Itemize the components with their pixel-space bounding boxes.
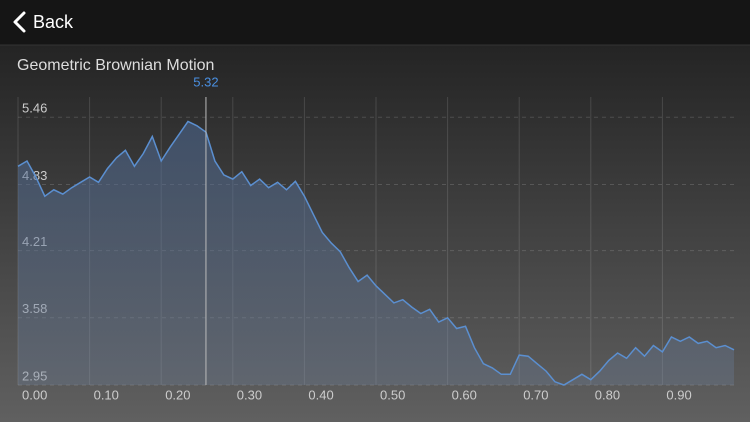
line (17, 120, 735, 386)
y-tick-label: 5.46 (22, 101, 47, 116)
x-tick-label: 0.70 (523, 387, 548, 402)
x-tick-label: 0.00 (22, 387, 47, 402)
back-chevron (13, 11, 26, 33)
area-fill (18, 121, 734, 385)
chart-title: Geometric Brownian Motion (17, 57, 214, 74)
x-tick-label: 0.60 (452, 387, 477, 402)
crosshair-label: 5.32 (193, 74, 218, 89)
x-tick-label: 0.10 (94, 387, 119, 402)
back-button[interactable]: Back (13, 11, 74, 33)
x-tick-label: 0.90 (666, 387, 691, 402)
back-label: Back (33, 12, 74, 32)
x-tick-label: 0.40 (308, 387, 333, 402)
x-tick-label: 0.30 (237, 387, 262, 402)
x-tick-label: 0.50 (380, 387, 405, 402)
x-tick-label: 0.20 (165, 387, 190, 402)
nav-bar (0, 0, 750, 45)
x-tick-label: 0.80 (595, 387, 620, 402)
